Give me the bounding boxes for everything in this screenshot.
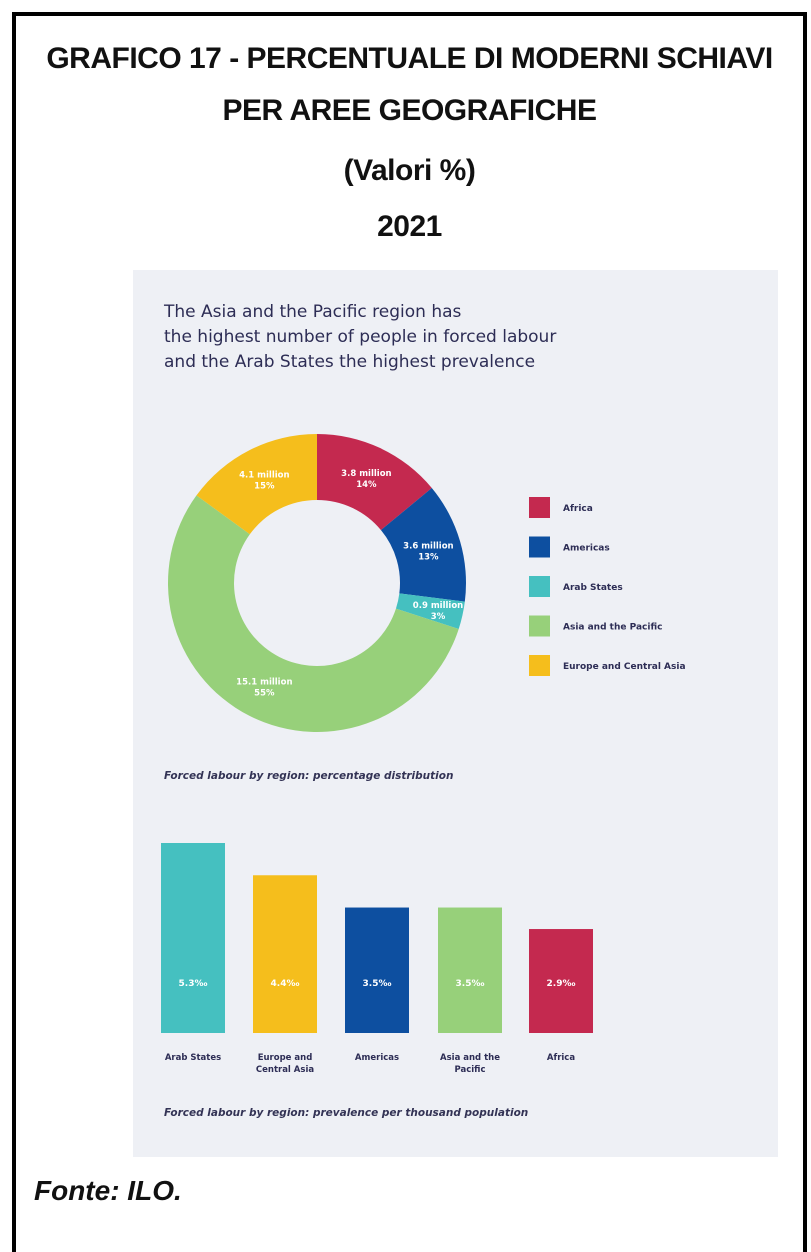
donut-value-label-asia-and-the-pacific: 15.1 million (236, 677, 292, 687)
donut-value-label-africa: 3.8 million (341, 469, 391, 479)
legend-swatch-asia-and-the-pacific (529, 615, 550, 637)
legend-label-africa: Africa (563, 504, 593, 514)
donut-value-label-americas: 3.6 million (403, 542, 453, 552)
legend-label-arab-states: Arab States (563, 583, 623, 593)
legend-swatch-americas (529, 536, 550, 558)
donut-pct-label-americas: 13% (418, 553, 439, 563)
bar-data-label-africa: 2.9‰ (547, 979, 576, 989)
header-line-3: (Valori %) (343, 154, 476, 187)
bar-africa (529, 929, 593, 1033)
bar-data-label-americas: 3.5‰ (363, 979, 392, 989)
panel-title-line-1: The Asia and the Pacific region has (164, 302, 462, 322)
bar-asia-and-the-pacific (438, 907, 502, 1033)
donut-pct-label-europe-and-central-asia: 15% (254, 482, 275, 492)
donut-value-label-europe-and-central-asia: 4.1 million (239, 471, 289, 481)
donut-slice-americas (380, 488, 466, 602)
bar-data-label-arab-states: 5.3‰ (179, 979, 208, 989)
panel-title-line-3: and the Arab States the highest prevalen… (164, 352, 536, 372)
donut-slice-arab-states (395, 593, 465, 630)
bar-arab-states (161, 843, 225, 1033)
donut-value-label-arab-states: 0.9 million (413, 601, 463, 611)
bar-data-label-europe-and-central-asia: 4.4‰ (271, 979, 300, 989)
header-line-4: 2021 (377, 210, 442, 243)
bar-americas (345, 907, 409, 1033)
header-line-1: GRAFICO 17 - PERCENTUALE DI MODERNI SCHI… (46, 42, 773, 75)
bar-category-label-africa: Africa (547, 1053, 575, 1063)
bar-category-label-europe-and-central-asia-line-2: Central Asia (256, 1065, 314, 1075)
bar-category-label-americas: Americas (355, 1053, 399, 1063)
legend-swatch-arab-states (529, 576, 550, 597)
panel-title: The Asia and the Pacific region has the … (164, 300, 684, 375)
bar-data-label-asia-and-the-pacific: 3.5‰ (456, 979, 485, 989)
donut-slice-europe-and-central-asia (196, 434, 317, 535)
bar-category-label-europe-and-central-asia: Europe and (258, 1053, 313, 1063)
bar-category-label-asia-and-the-pacific-line-2: Pacific (454, 1065, 485, 1075)
source-note: Fonte: ILO. (34, 1175, 182, 1206)
bar-caption: Forced labour by region: prevalence per … (164, 1107, 529, 1119)
bar-category-label-asia-and-the-pacific: Asia and the (440, 1053, 500, 1063)
legend-label-americas: Americas (563, 544, 610, 554)
panel-title-line-2: the highest number of people in forced l… (164, 327, 557, 347)
legend-label-europe-and-central-asia: Europe and Central Asia (563, 662, 686, 672)
legend-swatch-europe-and-central-asia (529, 655, 550, 676)
bar-category-label-arab-states: Arab States (165, 1053, 221, 1063)
donut-slice-asia-and-the-pacific (168, 495, 459, 732)
donut-pct-label-arab-states: 3% (431, 612, 446, 622)
page-frame (12, 12, 807, 1252)
legend-swatch-africa (529, 497, 550, 518)
header-line-2: PER AREE GEOGRAFICHE (222, 94, 597, 127)
legend-label-asia-and-the-pacific: Asia and the Pacific (563, 623, 662, 633)
donut-caption: Forced labour by region: percentage dist… (164, 770, 454, 782)
donut-pct-label-africa: 14% (356, 480, 377, 490)
donut-slice-africa (317, 434, 432, 531)
bar-europe-and-central-asia (253, 875, 317, 1033)
donut-pct-label-asia-and-the-pacific: 55% (254, 688, 275, 698)
infographic-panel: The Asia and the Pacific region has the … (133, 270, 778, 1157)
